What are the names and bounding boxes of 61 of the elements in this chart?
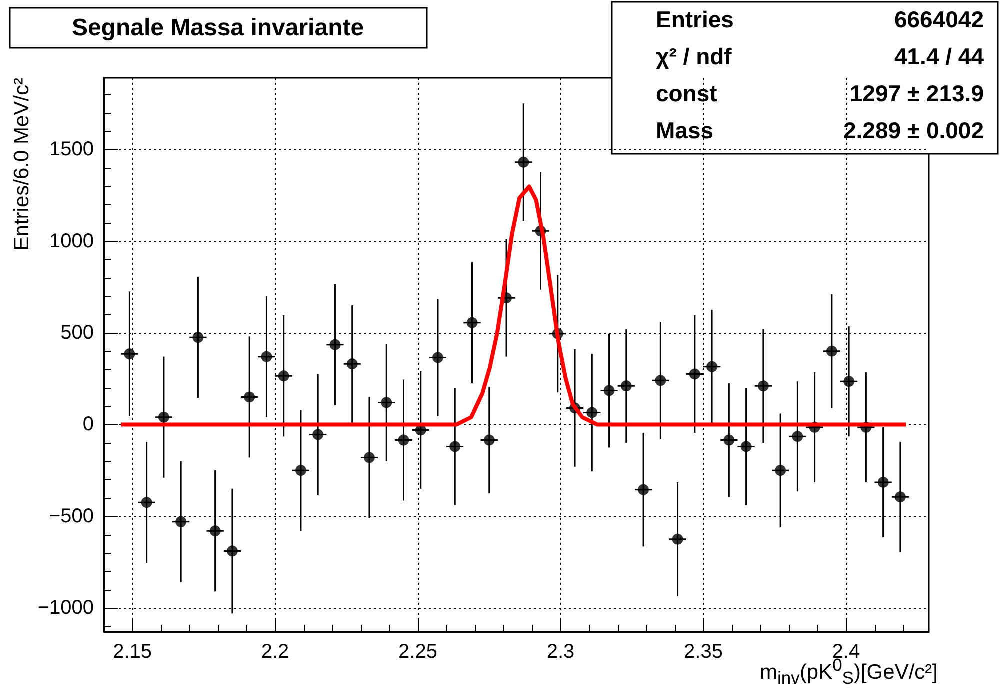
point	[141, 497, 152, 508]
point	[706, 361, 718, 372]
point	[398, 434, 410, 446]
point	[381, 397, 392, 408]
line-series	[119, 184, 908, 427]
x-tick-label: 2.25	[398, 641, 438, 663]
point	[689, 368, 700, 380]
annotation: 1297 ± 213.9	[850, 80, 984, 106]
text: 41.4 / 44	[894, 44, 984, 70]
point	[158, 412, 170, 423]
point	[244, 392, 256, 403]
point	[792, 431, 804, 442]
y-tick-label: −500	[48, 505, 94, 528]
x-tick-label: 2.35	[684, 641, 723, 663]
point	[450, 441, 461, 452]
point	[364, 452, 375, 464]
point	[330, 339, 341, 350]
point	[775, 465, 786, 476]
point	[210, 526, 221, 537]
point	[826, 346, 838, 357]
point	[261, 351, 272, 362]
point	[124, 348, 136, 360]
point	[724, 434, 735, 446]
point	[740, 441, 752, 452]
point	[672, 534, 684, 545]
x-tick-label: 2.15	[113, 641, 152, 663]
point	[604, 385, 615, 396]
point	[894, 492, 906, 503]
y-tick-label: 1500	[50, 138, 94, 161]
point	[176, 516, 187, 528]
point	[346, 358, 358, 370]
point	[620, 380, 632, 392]
chart-title: Segnale Massa invariante	[72, 14, 364, 42]
y-tick-label: 1000	[50, 230, 94, 252]
annotation: const	[656, 80, 718, 106]
text: χ² / ndf	[656, 44, 732, 70]
y-tick-label: 500	[60, 322, 94, 344]
point	[466, 317, 478, 328]
annotation: 2.289 ± 0.002	[843, 118, 984, 144]
text: Entries	[656, 6, 734, 32]
annotation: Mass	[656, 118, 714, 144]
y-tick-label: −1000	[38, 597, 94, 620]
y-axis-title: Entries/6.0 MeV/c²	[10, 78, 34, 251]
point	[586, 407, 598, 418]
x-tick-label: 2.3	[546, 641, 575, 663]
x-tick-label: 2.2	[261, 641, 290, 663]
point	[295, 465, 306, 476]
point	[518, 156, 530, 168]
point	[278, 370, 290, 382]
point	[312, 429, 324, 440]
point	[192, 332, 204, 344]
point	[844, 376, 855, 388]
point	[638, 484, 650, 496]
text: 6664042	[894, 6, 984, 32]
point	[484, 434, 495, 446]
point	[758, 380, 769, 392]
point	[226, 546, 238, 557]
point	[655, 375, 666, 386]
y-tick-label: 0	[82, 414, 94, 436]
point	[878, 476, 889, 488]
point	[432, 352, 444, 364]
